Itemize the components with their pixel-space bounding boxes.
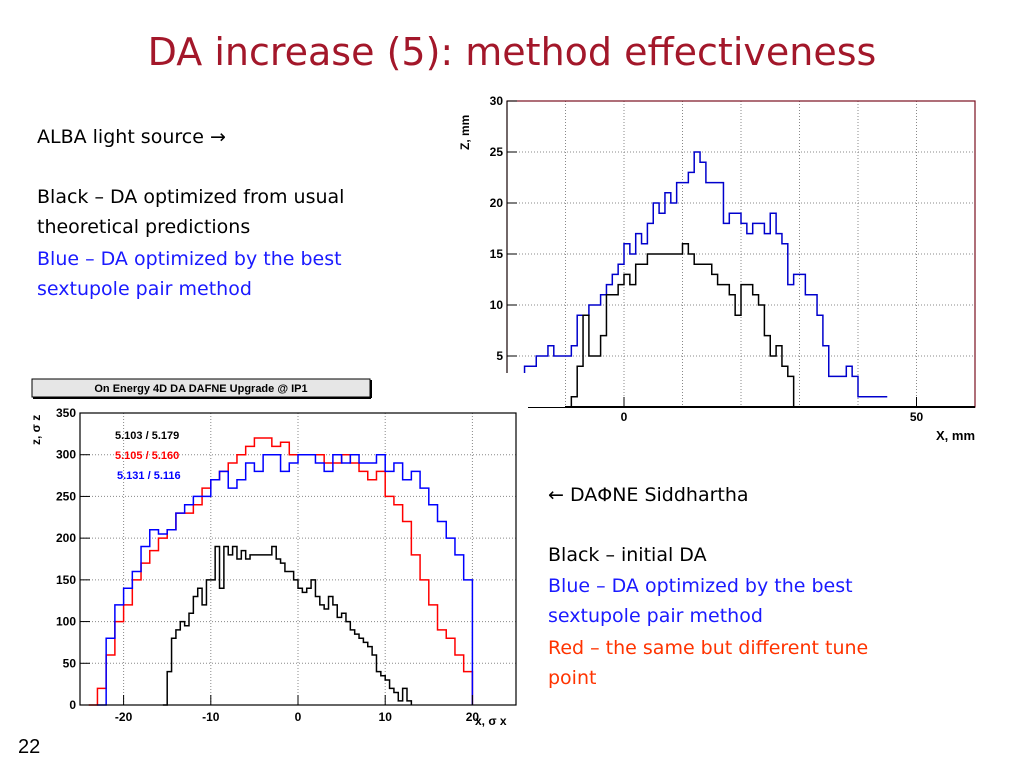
alba-black-description-line2: theoretical predictions (37, 216, 251, 238)
alba-black-description-line1: Black – DA optimized from usual (37, 186, 345, 208)
dafne-x-axis-label: x, σ x (475, 714, 507, 728)
y-tick-label: 5 (496, 349, 503, 363)
x-tick-label: 50 (910, 410, 924, 424)
y-tick-label: 100 (56, 615, 76, 629)
alba-blue-description-line1: Blue – DA optimized by the best (37, 248, 342, 270)
dafne-red-description-line1: Red – the same but different tune (548, 637, 869, 659)
alba-x-axis-label: X, mm (936, 428, 975, 443)
alba-ticks: 0 50 5 10 15 20 25 30 (490, 95, 924, 424)
x-tick-label: 0 (621, 410, 628, 424)
y-tick-label: 350 (56, 406, 76, 420)
y-tick-label: 250 (56, 489, 76, 503)
series-line-0 (162, 545, 413, 706)
dafne-chart-title: On Energy 4D DA DAFNE Upgrade @ IP1 (94, 383, 307, 395)
alba-series (518, 151, 888, 408)
y-tick-label: 10 (490, 298, 504, 312)
alba-y-axis-label: Z, mm (458, 115, 472, 150)
series-line-1 (565, 243, 795, 408)
series-line-1 (88, 437, 474, 706)
y-tick-label: 25 (490, 145, 504, 159)
dafne-blue-description-line1: Blue – DA optimized by the best (548, 575, 853, 597)
dafne-caption: ← DAΦNE Siddhartha (548, 484, 749, 506)
alba-blue-description-line2: sextupole pair method (37, 278, 252, 300)
x-tick-label: 20 (466, 710, 480, 724)
dafne-legend: 5.103 / 5.179 5.105 / 5.160 5.131 / 5.116 (115, 430, 181, 482)
dafne-y-axis-label: z, σ z (29, 415, 43, 445)
y-tick-label: 300 (56, 448, 76, 462)
x-tick-label: 0 (295, 710, 302, 724)
dafne-red-description-line2: point (548, 667, 597, 689)
slide-title: DA increase (5): method effectiveness (147, 30, 877, 74)
x-tick-label: -10 (202, 710, 220, 724)
dafne-da-chart: On Energy 4D DA DAFNE Upgrade @ IP1 -20 -… (28, 375, 528, 738)
y-tick-label: 150 (56, 573, 76, 587)
alba-grid (507, 100, 975, 407)
alba-caption: ALBA light source → (37, 126, 226, 148)
x-tick-label: 10 (379, 710, 393, 724)
y-tick-label: 15 (490, 247, 504, 261)
dafne-blue-description-line2: sextupole pair method (548, 605, 763, 627)
y-tick-label: 20 (490, 196, 504, 210)
legend-entry: 5.131 / 5.116 (117, 470, 181, 482)
alba-da-chart: 0 50 5 10 15 20 25 30 Z, mm X, mm (455, 95, 980, 450)
y-tick-label: 30 (490, 95, 504, 108)
dafne-black-description: Black – initial DA (548, 544, 707, 566)
legend-entry: 5.105 / 5.160 (115, 450, 179, 462)
y-tick-label: 200 (56, 531, 76, 545)
y-tick-label: 0 (69, 698, 76, 712)
x-tick-label: -20 (115, 710, 133, 724)
page-number: 22 (18, 736, 41, 758)
legend-entry: 5.103 / 5.179 (115, 430, 179, 442)
y-tick-label: 50 (63, 656, 77, 670)
dafne-series (88, 437, 474, 706)
series-line-2 (97, 453, 474, 706)
